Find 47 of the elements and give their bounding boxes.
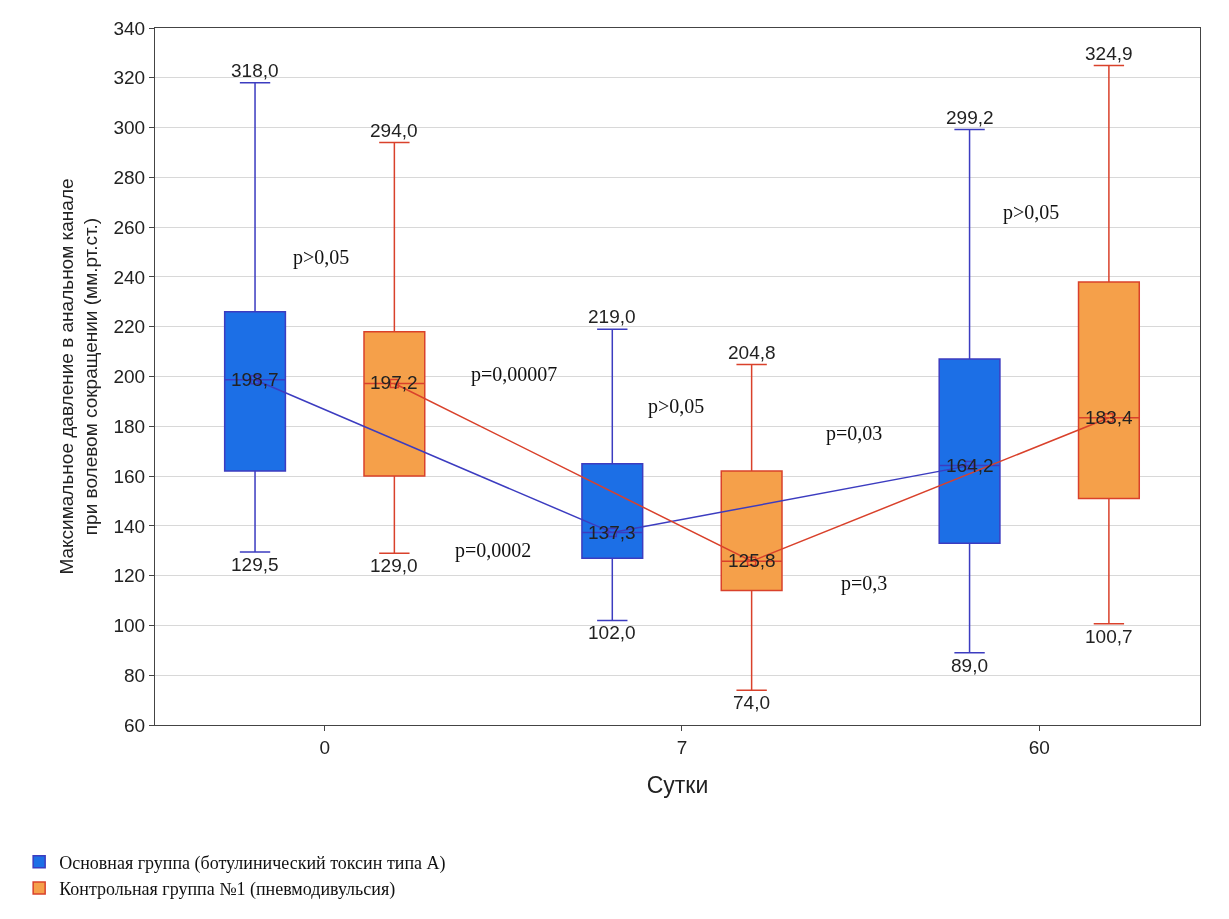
annotation: 204,8 [728, 342, 776, 363]
annotation: 129,0 [370, 555, 418, 576]
data-label: 164,2 [946, 455, 994, 476]
data-label: 183,4 [1085, 407, 1133, 428]
annotation: 219,0 [588, 306, 636, 327]
annotation: 129,5 [231, 554, 279, 575]
y-tick-label: 280 [113, 167, 146, 189]
x-tick-label: 0 [319, 736, 330, 758]
y-tick-label: 200 [113, 366, 146, 388]
x-tick-label: 7 [676, 736, 688, 758]
annotation: p=0,3 [841, 572, 888, 595]
y-tick-label: 240 [113, 266, 146, 288]
annotation: 294,0 [370, 120, 418, 141]
legend-label: Контрольная группа №1 (пневмодивульсия) [59, 879, 396, 901]
annotation: 89,0 [951, 655, 988, 676]
annotation: 318,0 [231, 60, 279, 81]
y-axis-title: Максимальное давление в анальном канале при волевом сокращении (мм.рт.ст.) [55, 178, 102, 575]
y-tick-label: 220 [113, 316, 146, 338]
annotation: 299,2 [946, 107, 994, 128]
y-tick-label: 300 [113, 117, 146, 139]
y-tick-label: 100 [113, 615, 146, 637]
annotation: p>0,05 [293, 246, 350, 269]
annotation: p=0,03 [826, 422, 883, 445]
y-tick-label: 260 [113, 216, 146, 238]
y-tick-label: 180 [113, 415, 146, 437]
annotation: 102,0 [588, 622, 636, 643]
y-tick-label: 140 [113, 515, 146, 537]
annotation: p=0,00007 [471, 363, 558, 386]
data-label: 125,8 [728, 550, 776, 571]
y-tick-label: 160 [113, 465, 146, 487]
annotation: p>0,05 [1003, 201, 1060, 224]
y-tick-label: 80 [124, 664, 146, 686]
data-label: 198,7 [231, 369, 279, 390]
annotation: p>0,05 [648, 395, 705, 418]
legend-label: Основная группа (ботулинический токсин типа А) [59, 852, 446, 874]
y-tick-label: 60 [124, 714, 146, 736]
annotation: 74,0 [733, 692, 770, 713]
annotation: 100,7 [1085, 626, 1133, 647]
x-tick-label: 60 [1028, 736, 1050, 758]
annotation: p=0,0002 [455, 539, 532, 562]
y-tick-label: 340 [113, 17, 146, 39]
data-label: 137,3 [588, 522, 636, 543]
data-label: 197,2 [370, 372, 418, 393]
y-tick-label: 320 [113, 67, 146, 89]
y-tick-label: 120 [113, 565, 146, 587]
x-axis-title: Сутки [646, 772, 709, 799]
annotation: 324,9 [1085, 43, 1133, 64]
